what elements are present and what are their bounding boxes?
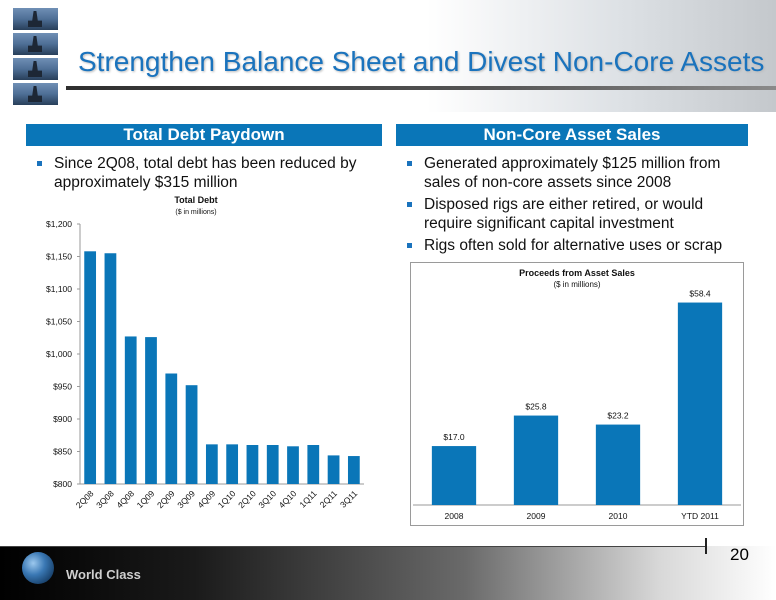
x-tick-label: 4Q08 (114, 488, 136, 510)
footer-tick-mark (705, 538, 707, 554)
bullet-item: Disposed rigs are either retired, or wou… (406, 195, 751, 233)
bullet-item: Since 2Q08, total debt has been reduced … (36, 154, 382, 192)
data-label: $25.8 (525, 402, 547, 412)
bar (287, 446, 299, 484)
bar (246, 445, 259, 484)
x-tick-label: 1Q10 (216, 488, 238, 510)
total-debt-chart: Total Debt ($ in millions) $800 $850 $900 $… (30, 192, 380, 526)
header-banner (0, 0, 776, 112)
bar (513, 415, 559, 505)
y-tick-label: $1,100 (46, 284, 72, 294)
x-tick-label: 2009 (527, 511, 546, 521)
x-tick-label: 2Q10 (236, 488, 258, 510)
bar (226, 444, 239, 484)
rig-photo (13, 83, 58, 105)
x-tick-label: 3Q10 (256, 488, 278, 510)
x-tick-label: 4Q09 (195, 488, 217, 510)
data-label: $23.2 (607, 411, 629, 421)
x-tick-label: 2Q09 (155, 488, 177, 510)
data-label: $17.0 (443, 432, 465, 442)
bullet-text: Since 2Q08, total debt has been reduced … (54, 155, 357, 191)
chart-subtitle: ($ in millions) (553, 280, 600, 289)
y-tick-label: $950 (53, 382, 72, 392)
bar (266, 445, 279, 484)
bar (205, 444, 218, 484)
bullet-square-icon (407, 202, 412, 207)
bar (104, 253, 117, 484)
bar (84, 251, 97, 484)
rig-photo (13, 8, 58, 30)
bullet-text: Rigs often sold for alternative uses or … (424, 237, 723, 254)
y-tick-label: $850 (53, 447, 72, 457)
footer-bar (0, 546, 776, 600)
y-tick-label: $1,200 (46, 219, 72, 229)
bullet-item: Rigs often sold for alternative uses or … (406, 236, 751, 255)
page-number: 20 (730, 545, 749, 564)
y-tick-label: $1,150 (46, 252, 72, 262)
bar (145, 337, 157, 484)
x-tick-label: 1Q11 (297, 488, 319, 510)
y-tick-label: $1,000 (46, 349, 72, 359)
y-tick-label: $800 (53, 479, 72, 489)
bar (307, 445, 320, 484)
bar (347, 456, 360, 484)
bullet-square-icon (407, 243, 412, 248)
right-bullet-list: Generated approximately $125 million fro… (406, 154, 751, 258)
chart-title: Total Debt (174, 195, 217, 205)
asset-sales-chart: Proceeds from Asset Sales ($ in millions… (410, 262, 744, 526)
bar (165, 373, 178, 484)
total-debt-chart-svg: Total Debt ($ in millions) $800 $850 $900 $… (46, 195, 364, 510)
left-panel-heading: Total Debt Paydown (26, 124, 382, 146)
x-tick-label: 3Q11 (338, 488, 360, 510)
rig-photo (13, 33, 58, 55)
footer-brand-text: World Class (66, 567, 141, 582)
bar (124, 336, 137, 484)
x-tick-label: 2008 (445, 511, 464, 521)
header-divider (66, 86, 776, 90)
bullet-text: Disposed rigs are either retired, or wou… (424, 196, 704, 232)
chart-subtitle: ($ in millions) (175, 209, 216, 216)
page-title: Strengthen Balance Sheet and Divest Non-… (78, 46, 765, 77)
bullet-item: Generated approximately $125 million fro… (406, 154, 751, 192)
x-tick-label: 3Q08 (94, 488, 116, 510)
y-tick-label: $900 (53, 414, 72, 424)
bar (327, 455, 340, 484)
x-tick-label: 2Q11 (318, 488, 340, 510)
x-tick-label: 3Q09 (175, 488, 197, 510)
data-label: $58.4 (689, 289, 711, 299)
x-tick-label: 4Q10 (277, 488, 299, 510)
bullet-square-icon (407, 161, 412, 166)
bar (595, 424, 641, 505)
bar (677, 302, 723, 505)
x-tick-label: 2Q08 (74, 488, 96, 510)
bar (431, 446, 477, 505)
right-panel-heading: Non-Core Asset Sales (396, 124, 748, 146)
y-tick-label: $1,050 (46, 317, 72, 327)
header-photo-strip (13, 8, 58, 105)
footer-divider (0, 546, 706, 547)
x-tick-label: 1Q09 (135, 488, 157, 510)
x-tick-label: YTD 2011 (681, 511, 719, 521)
rig-photo (13, 58, 58, 80)
bar (185, 385, 198, 484)
globe-logo-icon (22, 552, 54, 584)
left-bullet-list: Since 2Q08, total debt has been reduced … (36, 154, 382, 195)
x-tick-label: 2010 (609, 511, 628, 521)
chart-title: Proceeds from Asset Sales (519, 268, 635, 278)
bullet-square-icon (37, 161, 42, 166)
bullet-text: Generated approximately $125 million fro… (424, 155, 721, 191)
asset-sales-chart-svg: Proceeds from Asset Sales ($ in millions… (413, 268, 741, 521)
